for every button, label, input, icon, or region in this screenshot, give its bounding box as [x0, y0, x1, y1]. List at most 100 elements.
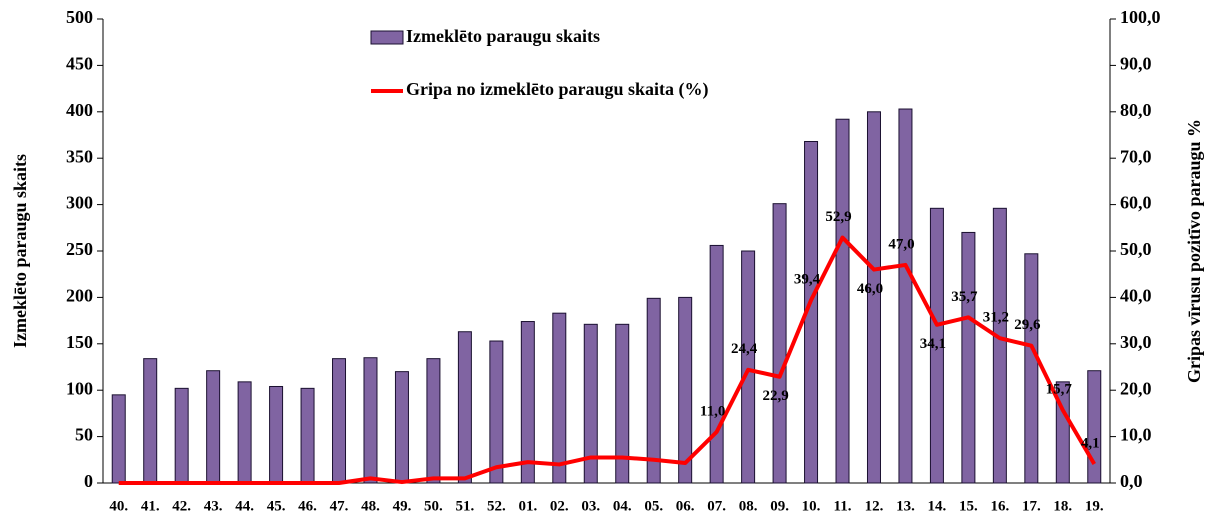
data-label: 24,4: [731, 341, 758, 357]
data-label: 4,1: [1081, 435, 1100, 451]
bar: [394, 371, 409, 484]
bar: [363, 357, 378, 484]
x-tick-label: 49.: [393, 498, 412, 514]
bar: [583, 323, 598, 484]
y-tick-label: 450: [66, 54, 93, 74]
y-tick-label: 200: [66, 286, 93, 306]
bar: [992, 207, 1007, 484]
bar: [174, 387, 189, 484]
bar: [1024, 253, 1039, 484]
x-tick-label: 12.: [865, 498, 884, 514]
bar: [552, 312, 567, 484]
bar: [929, 207, 944, 484]
y2-tick-label: 50,0: [1120, 239, 1152, 259]
bar: [489, 340, 504, 484]
x-tick-label: 46.: [298, 498, 317, 514]
bar: [1087, 370, 1102, 484]
bar: [332, 358, 347, 484]
legend-swatch: [370, 30, 404, 45]
data-label: 15,7: [1046, 382, 1073, 398]
bar: [741, 250, 756, 484]
x-tick-label: 40.: [109, 498, 128, 514]
y-tick-label: 50: [75, 425, 93, 445]
data-label: 22,9: [762, 388, 788, 404]
y-tick-label: 0: [84, 471, 93, 491]
data-label: 35,7: [951, 289, 978, 305]
x-tick-label: 52.: [487, 498, 506, 514]
legend-label: Gripa no izmeklēto paraugu skaita (%): [406, 79, 709, 100]
x-tick-label: 44.: [235, 498, 254, 514]
y2-tick-label: 30,0: [1120, 332, 1152, 352]
x-tick-label: 51.: [456, 498, 475, 514]
x-tick-label: 06.: [676, 498, 695, 514]
data-label: 47,0: [888, 236, 914, 252]
x-tick-label: 10.: [802, 498, 821, 514]
x-tick-label: 19.: [1085, 498, 1104, 514]
x-tick-label: 07.: [707, 498, 726, 514]
bar: [866, 111, 881, 484]
bar: [615, 323, 630, 484]
y-tick-label: 100: [66, 378, 93, 398]
bar: [898, 108, 913, 484]
y2-tick-label: 10,0: [1120, 425, 1152, 445]
x-tick-label: 11.: [834, 498, 852, 514]
y2-tick-label: 40,0: [1120, 286, 1152, 306]
y-tick-label: 300: [66, 193, 93, 213]
data-label: 11,0: [700, 403, 725, 419]
y2-tick-label: 100,0: [1120, 7, 1161, 27]
bar: [520, 321, 535, 484]
x-tick-label: 43.: [204, 498, 223, 514]
bar: [709, 244, 724, 484]
data-label: 46,0: [857, 281, 883, 297]
x-tick-label: 16.: [990, 498, 1009, 514]
x-tick-label: 04.: [613, 498, 632, 514]
y-tick-label: 350: [66, 146, 93, 166]
y2-tick-label: 80,0: [1120, 100, 1152, 120]
data-label: 34,1: [920, 336, 946, 352]
x-tick-label: 42.: [172, 498, 191, 514]
bar: [457, 331, 472, 484]
data-label: 39,4: [794, 272, 821, 288]
x-tick-label: 03.: [581, 498, 600, 514]
bar: [237, 381, 252, 484]
y2-tick-label: 0,0: [1120, 471, 1143, 491]
x-tick-label: 02.: [550, 498, 569, 514]
y2-tick-label: 90,0: [1120, 54, 1152, 74]
data-label: 29,6: [1014, 317, 1041, 333]
x-tick-label: 01.: [518, 498, 537, 514]
bar: [111, 394, 126, 484]
x-tick-label: 17.: [1022, 498, 1041, 514]
y-tick-label: 150: [66, 332, 93, 352]
y-tick-label: 500: [66, 7, 93, 27]
x-tick-label: 13.: [896, 498, 915, 514]
x-tick-label: 45.: [267, 498, 286, 514]
y-axis-title: Izmeklēto paraugu skaits: [10, 154, 30, 348]
x-tick-label: 14.: [928, 498, 947, 514]
bar: [426, 358, 441, 484]
x-tick-label: 47.: [330, 498, 349, 514]
y2-tick-label: 60,0: [1120, 193, 1152, 213]
x-tick-label: 18.: [1053, 498, 1072, 514]
bar: [206, 370, 221, 484]
x-tick-label: 50.: [424, 498, 443, 514]
line: [118, 235, 1096, 485]
x-tick-label: 48.: [361, 498, 380, 514]
data-label: 52,9: [825, 209, 851, 225]
y2-tick-label: 70,0: [1120, 146, 1152, 166]
x-tick-label: 41.: [141, 498, 160, 514]
y-tick-label: 250: [66, 239, 93, 259]
legend-label: Izmeklēto paraugu skaits: [406, 26, 600, 46]
bar: [646, 297, 661, 484]
x-tick-label: 08.: [739, 498, 758, 514]
y2-axis-title: Gripas vīrusu pozitīvo paraugu %: [1184, 119, 1204, 383]
y2-tick-label: 20,0: [1120, 378, 1152, 398]
x-tick-label: 15.: [959, 498, 978, 514]
bar: [143, 358, 158, 484]
bar: [269, 385, 284, 484]
bar: [835, 118, 850, 484]
bar: [961, 231, 976, 484]
x-tick-label: 09.: [770, 498, 789, 514]
data-label: 31,2: [983, 310, 1009, 326]
x-tick-label: 05.: [644, 498, 663, 514]
